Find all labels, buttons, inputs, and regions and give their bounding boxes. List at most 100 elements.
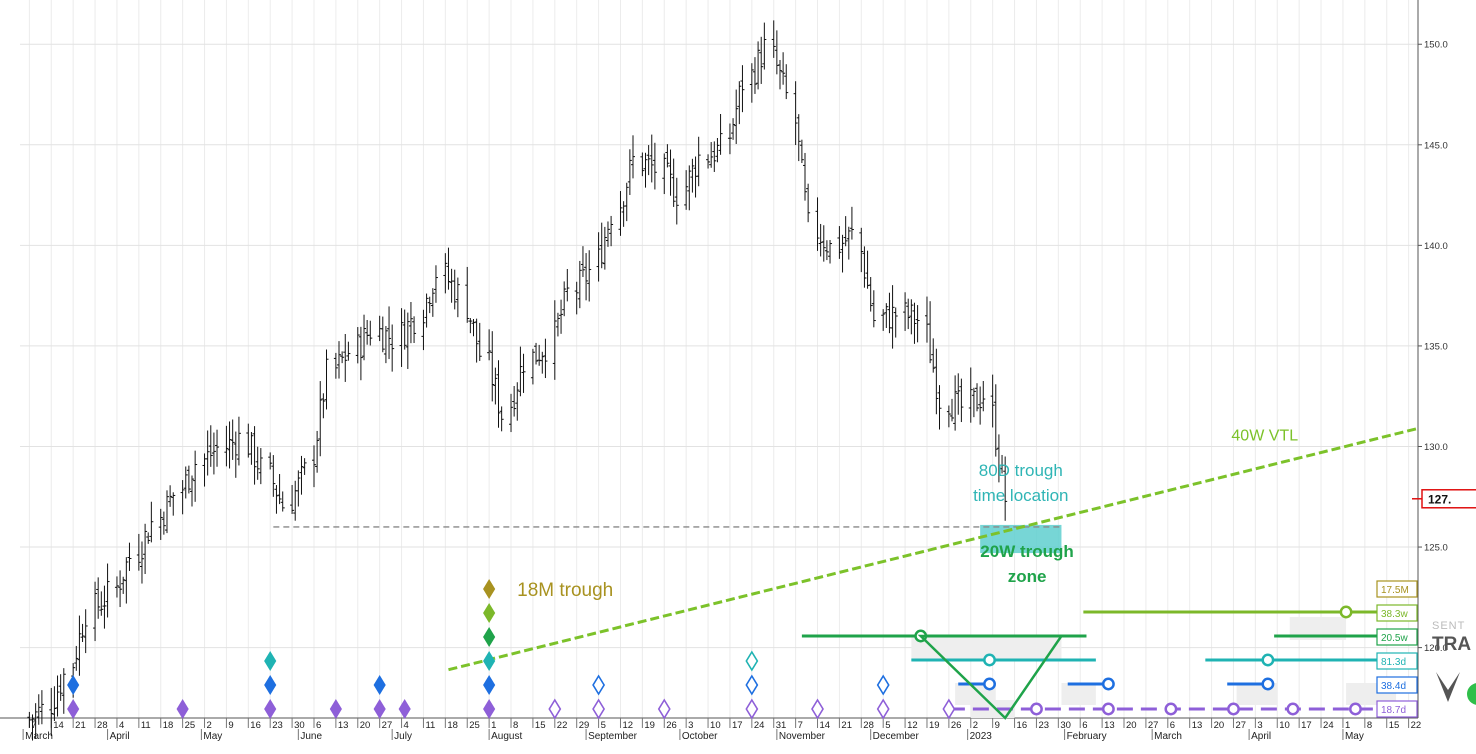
price-bar (793, 81, 798, 146)
price-bar (777, 59, 782, 90)
x-day-label: 18 (447, 720, 458, 731)
cycle-node-18d (1348, 702, 1362, 716)
x-day-label: 6 (1170, 720, 1175, 731)
price-bar (534, 342, 539, 365)
price-bar (803, 152, 808, 201)
price-bar (183, 466, 188, 499)
trough-diamond (483, 579, 496, 599)
x-day-label: 11 (141, 720, 151, 731)
price-bar (574, 281, 579, 315)
trough-diamond (483, 651, 496, 671)
trough-diamond (592, 698, 606, 720)
cycle-node-38d (1261, 677, 1275, 691)
cycle-node-38d (1101, 677, 1115, 691)
price-bar (124, 557, 129, 604)
price-bar (752, 57, 757, 94)
x-day-label: 6 (316, 720, 321, 731)
price-bar (749, 63, 754, 103)
price-bar (559, 299, 564, 334)
price-bar (715, 137, 720, 163)
x-month-label: March (25, 731, 53, 742)
x-day-label: 3 (1257, 720, 1262, 731)
trough-zones (911, 524, 1397, 718)
reference-lines (273, 426, 1419, 672)
price-bar (649, 134, 654, 183)
price-bar (186, 465, 191, 494)
price-bar (311, 445, 316, 488)
price-bars (27, 20, 1008, 741)
price-bar (449, 268, 454, 303)
x-day-label: 14 (820, 720, 831, 731)
x-day-label: 6 (1082, 720, 1087, 731)
price-bar (596, 232, 601, 282)
x-day-label: 15 (1389, 720, 1400, 731)
trough-diamond (264, 651, 277, 671)
price-bar (105, 563, 110, 618)
x-month-label: September (588, 731, 638, 742)
x-day-label: 12 (622, 720, 633, 731)
price-bar (781, 52, 786, 85)
price-bar (562, 281, 567, 317)
x-month-label: February (1067, 731, 1107, 742)
cycle-badge-label: 17.5M (1381, 585, 1409, 596)
logo-dot-icon (1467, 683, 1476, 705)
price-bar (190, 475, 195, 507)
trough-diamond (657, 698, 671, 720)
y-tick-label: 145.0 (1424, 140, 1448, 151)
price-bar (846, 226, 851, 260)
price-bar (421, 309, 426, 351)
x-month-label: March (1154, 731, 1182, 742)
x-day-label: 13 (1104, 720, 1115, 731)
last-price-box (1421, 489, 1476, 509)
price-bar (443, 253, 448, 294)
price-bar (121, 576, 126, 594)
price-bar (255, 446, 260, 480)
price-bar (362, 314, 367, 361)
x-day-label: 17 (1301, 720, 1312, 731)
x-day-label: 1 (1345, 720, 1350, 731)
price-bar (818, 223, 823, 257)
x-day-label: 16 (1017, 720, 1028, 731)
cycle-badge-box (1376, 628, 1418, 646)
watermark-top: SENT (1432, 620, 1465, 632)
price-bar (36, 694, 41, 725)
x-day-label: 23 (1038, 720, 1049, 731)
price-bar (537, 344, 542, 366)
price-bar (978, 386, 983, 425)
price-bar (471, 319, 476, 337)
last-price-label: 127. (1428, 492, 1451, 506)
trough-diamond (745, 698, 759, 720)
trough-diamond (942, 698, 956, 720)
price-bar (906, 298, 911, 330)
price-bar (52, 686, 57, 722)
cycle-node-81d (1261, 653, 1275, 667)
price-bar (862, 246, 867, 288)
trough-zone-box (911, 637, 1062, 660)
price-bar (102, 585, 107, 629)
trough-zone-box (1289, 617, 1347, 640)
trough-diamond (329, 699, 342, 719)
x-day-label: 19 (644, 720, 655, 731)
price-bar (499, 406, 504, 432)
price-bar (756, 41, 761, 90)
price-bar (405, 312, 410, 369)
price-bar (368, 320, 373, 346)
price-bar (30, 714, 35, 741)
price-bar (452, 269, 457, 310)
price-bar (430, 288, 435, 317)
trough-diamond (176, 699, 189, 719)
price-bar (771, 20, 776, 58)
price-bar (599, 222, 604, 269)
price-bar (380, 316, 385, 353)
price-bar (139, 541, 144, 584)
trough-diamond (483, 603, 496, 623)
trough-diamond (67, 699, 80, 719)
price-bar (408, 301, 413, 344)
trough-diamond (483, 627, 496, 647)
price-bar (427, 296, 432, 314)
price-bar (271, 455, 276, 497)
trough-diamond (548, 698, 562, 720)
trough-diamond (483, 675, 496, 695)
x-day-label: 27 (1235, 720, 1246, 731)
x-month-label: August (491, 731, 522, 742)
